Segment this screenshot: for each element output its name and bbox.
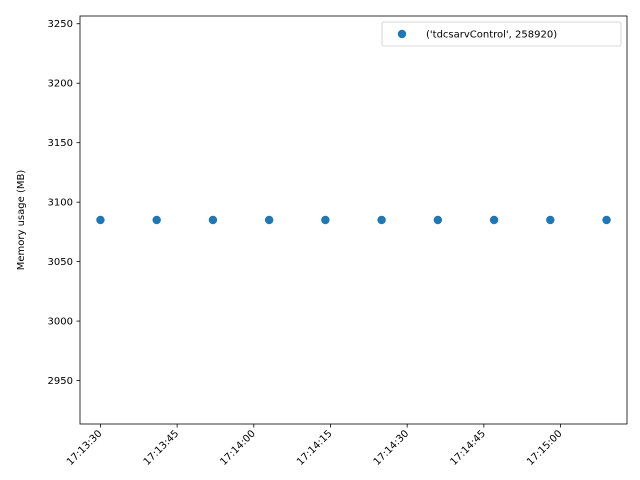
x-axis: 17:13:30 17:13:45 17:14:00 17:14:15 17:14:30… <box>65 424 565 468</box>
data-point <box>546 215 555 225</box>
data-point <box>152 215 161 225</box>
x-tick-label: 17:14:30 <box>372 428 412 468</box>
data-point <box>321 215 330 225</box>
data-point <box>264 215 274 225</box>
y-tick-label: 3100 <box>48 198 73 209</box>
legend-box <box>381 21 622 47</box>
legend-marker <box>397 29 407 39</box>
data-point <box>489 215 499 225</box>
y-axis: 2950 3000 3050 3100 3150 3200 3250 <box>48 19 80 387</box>
data-point <box>96 215 105 225</box>
x-tick-label: 17:13:45 <box>142 428 182 468</box>
plot-frame <box>79 15 628 425</box>
y-axis-label: Memory usage (MB) <box>16 170 27 271</box>
data-points <box>96 215 611 225</box>
x-tick-label: 17:14:00 <box>218 428 258 468</box>
y-tick-label: 3050 <box>48 257 73 268</box>
data-point <box>602 215 611 225</box>
legend: ('tdcsarvControl', 258920) <box>381 21 622 47</box>
y-tick-label: 2950 <box>48 376 73 387</box>
data-point <box>377 215 386 225</box>
y-tick-label: 3250 <box>48 19 73 30</box>
data-point <box>208 215 218 225</box>
y-tick-label: 3200 <box>48 79 73 90</box>
y-tick-label: 3150 <box>48 138 73 149</box>
plot-area <box>79 15 628 425</box>
x-tick-label: 17:14:45 <box>448 428 488 468</box>
data-point <box>433 215 443 225</box>
x-tick-label: 17:13:30 <box>65 428 105 468</box>
y-tick-label: 3000 <box>48 317 73 328</box>
x-tick-label: 17:14:15 <box>295 428 335 468</box>
legend-entry: ('tdcsarvControl', 258920) <box>426 30 557 41</box>
x-tick-label: 17:15:00 <box>525 428 565 468</box>
